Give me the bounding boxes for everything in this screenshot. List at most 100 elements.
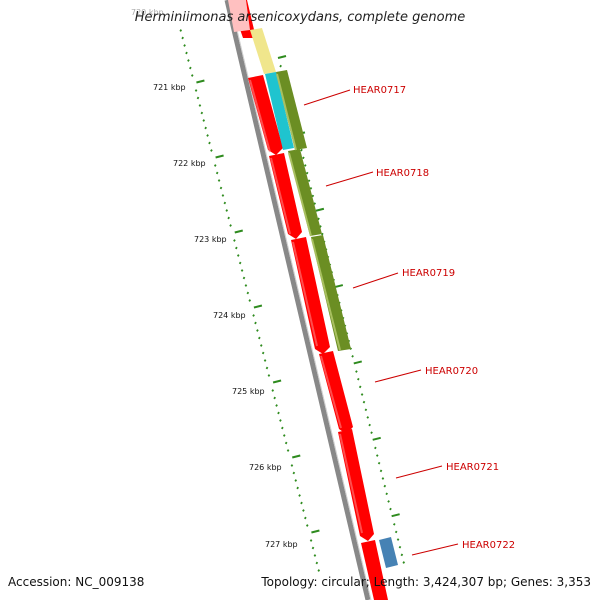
ruler-minor-tick [258, 336, 261, 340]
ruler-minor-tick [225, 209, 229, 212]
outer-major-tick [353, 360, 363, 365]
outer-minor-tick [360, 393, 364, 396]
ruler-minor-tick [317, 569, 321, 572]
gene-label[interactable]: HEAR0719 [402, 268, 455, 279]
ruler-label: 723 kbp [194, 235, 227, 244]
ruler-minor-tick [267, 374, 271, 377]
gene-arrow[interactable] [291, 237, 330, 354]
outer-minor-tick [387, 500, 390, 503]
ruler-minor-tick [185, 51, 188, 55]
ruler-minor-tick [246, 291, 250, 295]
outer-minor-tick [392, 522, 396, 526]
ruler-label: 724 kbp [213, 311, 246, 320]
ruler-minor-tick [179, 29, 183, 32]
ruler-major-tick [215, 154, 224, 159]
ruler-minor-tick [305, 524, 309, 527]
category-block-olive [288, 149, 322, 236]
outer-major-tick [315, 207, 325, 212]
ruler-minor-tick [271, 389, 275, 392]
genome-summary: Topology: circular; Length: 3,424,307 bp… [261, 575, 591, 589]
ruler-labels: 720 kbp 721 kbp 722 kbp 723 kbp 724 kbp … [131, 8, 298, 549]
ruler-label: 726 kbp [249, 463, 282, 472]
ruler-minor-tick [194, 89, 198, 92]
ruler-minor-tick [248, 299, 252, 302]
outer-major-tick [277, 55, 287, 59]
ruler-minor-tick [206, 134, 209, 137]
gene-arrow[interactable] [269, 153, 302, 239]
gene-labels: HEAR0717 HEAR0718 HEAR0719 HEAR0720 HEAR… [303, 85, 515, 556]
ruler-minor-tick [309, 539, 313, 542]
ruler-minor-tick [259, 344, 263, 347]
ruler-minor-tick [183, 44, 186, 47]
outer-minor-tick [355, 370, 358, 373]
ruler-minor-tick [219, 186, 223, 190]
ruler-major-tick [196, 79, 205, 84]
ruler-minor-tick [233, 239, 236, 242]
outer-minor-tick [400, 553, 404, 557]
ruler-minor-tick [313, 554, 317, 557]
ruler-minor-tick [279, 419, 282, 422]
ruler-minor-tick [208, 141, 211, 145]
outer-minor-tick [370, 431, 373, 435]
outer-minor-tick [402, 561, 406, 564]
ruler-minor-tick [190, 74, 194, 77]
ruler-minor-tick [229, 224, 232, 227]
ruler-minor-tick [263, 359, 267, 362]
ruler-minor-tick [240, 269, 244, 272]
gene-label[interactable]: HEAR0720 [425, 366, 478, 377]
ruler-minor-tick [202, 119, 206, 122]
ruler-minor-tick [235, 246, 238, 250]
ruler-minor-tick [284, 441, 288, 445]
gene-arrow[interactable] [248, 75, 283, 155]
ruler-label: 720 kbp [131, 8, 164, 17]
gene-arrow[interactable] [319, 351, 353, 434]
ruler-label: 721 kbp [153, 83, 186, 92]
outer-minor-tick [313, 202, 317, 205]
outer-minor-tick [383, 484, 387, 488]
outer-minor-tick [358, 385, 362, 389]
category-block-cyan [265, 72, 294, 150]
ruler-minor-ticks [179, 29, 321, 572]
gene-label[interactable]: HEAR0717 [353, 85, 406, 96]
ruler-minor-tick [304, 516, 307, 520]
gene-label[interactable]: HEAR0721 [446, 462, 499, 473]
ruler-minor-tick [292, 471, 296, 475]
outer-minor-tick [377, 461, 381, 465]
ruler-major-tick [292, 454, 301, 459]
ruler-minor-tick [196, 96, 200, 100]
ruler-minor-tick [294, 479, 298, 482]
ruler-minor-tick [252, 314, 255, 317]
gene-arrow[interactable] [338, 429, 374, 541]
outer-minor-tick [351, 354, 354, 358]
ruler-minor-tick [281, 426, 284, 430]
ruler-minor-tick [290, 464, 294, 467]
ruler-minor-tick [296, 486, 299, 490]
ruler-minor-tick [302, 509, 305, 512]
ruler-minor-tick [277, 411, 280, 415]
ruler-major-tick [311, 529, 320, 534]
ruler-minor-tick [227, 216, 230, 220]
ruler-minor-tick [213, 164, 217, 167]
category-block-steelblue [379, 537, 398, 568]
outer-minor-tick [375, 454, 379, 457]
ruler-minor-tick [181, 36, 184, 40]
outer-minor-tick [309, 186, 313, 190]
ruler-minor-tick [261, 351, 265, 355]
outer-minor-tick [368, 423, 371, 427]
outer-minor-tick [366, 416, 370, 419]
outer-minor-tick [356, 377, 360, 381]
outer-major-tick [391, 513, 400, 518]
ruler-minor-tick [242, 276, 246, 280]
ruler-minor-tick [298, 494, 301, 497]
outer-minor-tick [317, 217, 320, 221]
outer-minor-tick [385, 492, 389, 496]
ruler-minor-tick [204, 126, 207, 130]
gene-label[interactable]: HEAR0722 [462, 540, 515, 551]
ruler-minor-tick [265, 366, 269, 370]
outer-minor-tick [396, 538, 400, 541]
gene-label[interactable]: HEAR0718 [376, 168, 429, 179]
accession-text: Accession: NC_009138 [8, 575, 145, 589]
outer-minor-tick [303, 164, 307, 167]
gene-arrow[interactable] [361, 540, 388, 600]
ruler-minor-tick [198, 104, 202, 107]
